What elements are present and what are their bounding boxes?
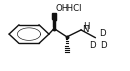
Text: D: D — [99, 29, 106, 38]
Polygon shape — [52, 15, 56, 16]
Polygon shape — [53, 26, 55, 27]
Text: H: H — [83, 22, 90, 31]
Text: D: D — [100, 41, 106, 50]
Polygon shape — [54, 27, 55, 28]
Polygon shape — [53, 20, 56, 21]
Polygon shape — [52, 14, 56, 15]
Polygon shape — [53, 21, 55, 22]
Text: D: D — [89, 41, 95, 50]
Polygon shape — [52, 18, 56, 19]
Text: N: N — [82, 25, 88, 34]
Text: OH: OH — [55, 4, 69, 12]
Polygon shape — [53, 24, 55, 25]
Polygon shape — [53, 19, 56, 20]
Polygon shape — [53, 22, 55, 23]
Polygon shape — [53, 25, 55, 26]
Polygon shape — [52, 16, 56, 17]
Polygon shape — [53, 23, 55, 24]
Text: ·HCl: ·HCl — [64, 4, 81, 12]
Polygon shape — [52, 13, 56, 14]
Polygon shape — [52, 17, 56, 18]
